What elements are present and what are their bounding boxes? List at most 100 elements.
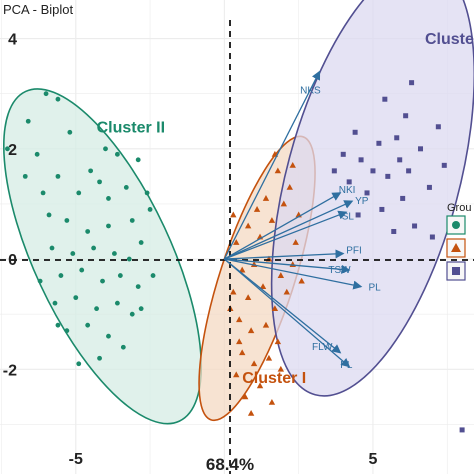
data-point [409, 80, 415, 86]
data-point [241, 393, 249, 400]
data-point [236, 316, 243, 323]
vector-label: SL [342, 211, 355, 222]
data-point [129, 311, 135, 317]
data-point [268, 217, 276, 223]
data-point [97, 355, 102, 361]
data-point [268, 398, 276, 405]
x-tick-label: -5 [69, 451, 83, 468]
data-point [262, 321, 270, 328]
data-point [106, 333, 111, 339]
loading-vector [224, 210, 348, 260]
data-point [394, 135, 400, 141]
cluster-label: Cluster II [97, 119, 165, 136]
data-point [259, 283, 267, 290]
data-point [400, 195, 406, 201]
data-point [340, 151, 346, 157]
data-point [355, 212, 361, 218]
legend-key-triangle [451, 243, 461, 252]
data-point [298, 277, 305, 284]
data-point [271, 305, 279, 312]
data-point [418, 146, 424, 152]
x-axis-label: 68.4% [206, 455, 254, 474]
data-point [364, 190, 370, 196]
data-point [292, 239, 299, 245]
data-point [85, 229, 91, 234]
data-point [100, 278, 105, 284]
data-point [135, 157, 141, 163]
data-point [126, 256, 132, 262]
data-point [138, 240, 144, 245]
data-point [46, 212, 52, 218]
data-point [230, 211, 237, 218]
data-point [103, 146, 108, 152]
data-point [114, 300, 120, 306]
data-point [247, 327, 255, 334]
data-point [97, 179, 102, 185]
data-point [406, 168, 412, 174]
cluster-ellipse [270, 0, 474, 397]
data-point [85, 322, 91, 328]
data-point [138, 306, 144, 312]
data-point [5, 146, 10, 152]
x-tick-label: 5 [369, 451, 378, 468]
data-point [265, 354, 273, 361]
loading-vector [223, 70, 321, 260]
data-point [112, 251, 117, 256]
data-point [244, 222, 252, 229]
data-point [382, 96, 388, 102]
data-point [247, 409, 255, 416]
data-point [239, 349, 246, 356]
data-point [256, 382, 264, 389]
data-point [52, 300, 58, 306]
data-point [40, 190, 46, 196]
data-point [274, 167, 282, 174]
data-point [147, 207, 153, 212]
vector-label: NKI [339, 185, 356, 196]
vector-label: PFI [346, 246, 362, 257]
data-point [283, 288, 290, 295]
data-point [379, 206, 385, 212]
loading-vector [223, 258, 342, 354]
data-point [25, 118, 31, 124]
axis-ticks: 4 2 0 -2 -5 5 [3, 32, 378, 468]
data-point [274, 338, 282, 345]
data-point [70, 251, 76, 256]
data-point [233, 239, 240, 245]
data-point [144, 190, 150, 196]
cluster-label: Cluster III [425, 31, 474, 48]
vector-label: FLW [312, 342, 333, 353]
data-point [106, 196, 111, 201]
y-tick-label: 4 [8, 32, 17, 49]
data-point [22, 173, 28, 179]
data-point [94, 306, 99, 312]
data-point [91, 245, 97, 251]
data-point [64, 328, 70, 334]
data-point [262, 195, 270, 201]
data-point [286, 183, 293, 190]
vector-label: PL [340, 360, 353, 371]
data-point [236, 338, 243, 345]
data-point [426, 184, 432, 190]
data-point [331, 168, 337, 174]
loading-vector [224, 200, 354, 260]
y-tick-label: 0 [8, 252, 17, 269]
chart-title: PCA - Biplot [3, 2, 73, 17]
y-tick-label: -2 [3, 362, 17, 379]
data-point [346, 179, 352, 185]
reference-lines [0, 20, 474, 474]
data-point [358, 157, 364, 163]
data-point [280, 200, 288, 207]
vector-label: NKS [300, 86, 321, 97]
data-point [129, 218, 135, 223]
data-point [385, 173, 391, 179]
vector-label: YP [355, 196, 369, 207]
data-point [403, 113, 409, 119]
cluster-ellipse [3, 88, 203, 425]
cluster-label: Cluster I [242, 370, 306, 387]
data-point [79, 267, 85, 273]
data-point [289, 161, 296, 168]
data-point [58, 273, 64, 278]
data-point [250, 360, 258, 367]
